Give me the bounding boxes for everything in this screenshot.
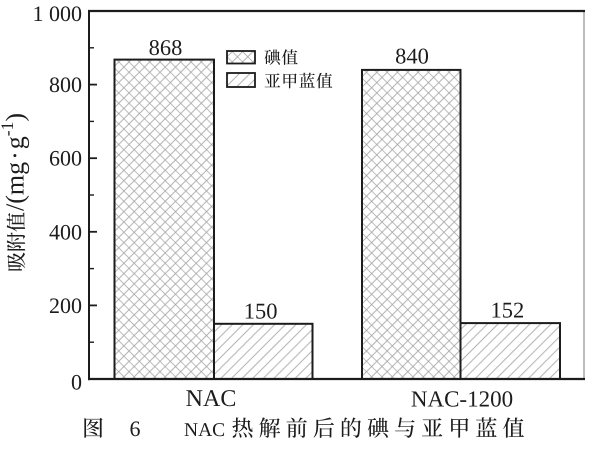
svg-text:NAC-1200: NAC-1200 — [411, 387, 513, 412]
svg-text:0: 0 — [71, 370, 82, 395]
svg-text:840: 840 — [395, 44, 429, 69]
svg-text:200: 200 — [49, 293, 82, 318]
svg-text:NAC: NAC — [184, 420, 225, 441]
svg-text:800: 800 — [49, 72, 82, 97]
svg-text:400: 400 — [49, 219, 82, 244]
svg-text:150: 150 — [244, 299, 278, 324]
svg-text:1 000: 1 000 — [33, 1, 83, 26]
svg-text:6: 6 — [130, 416, 141, 441]
svg-text:152: 152 — [491, 298, 525, 323]
svg-text:NAC: NAC — [186, 386, 237, 412]
svg-text:600: 600 — [49, 146, 82, 171]
svg-text:868: 868 — [149, 35, 183, 60]
